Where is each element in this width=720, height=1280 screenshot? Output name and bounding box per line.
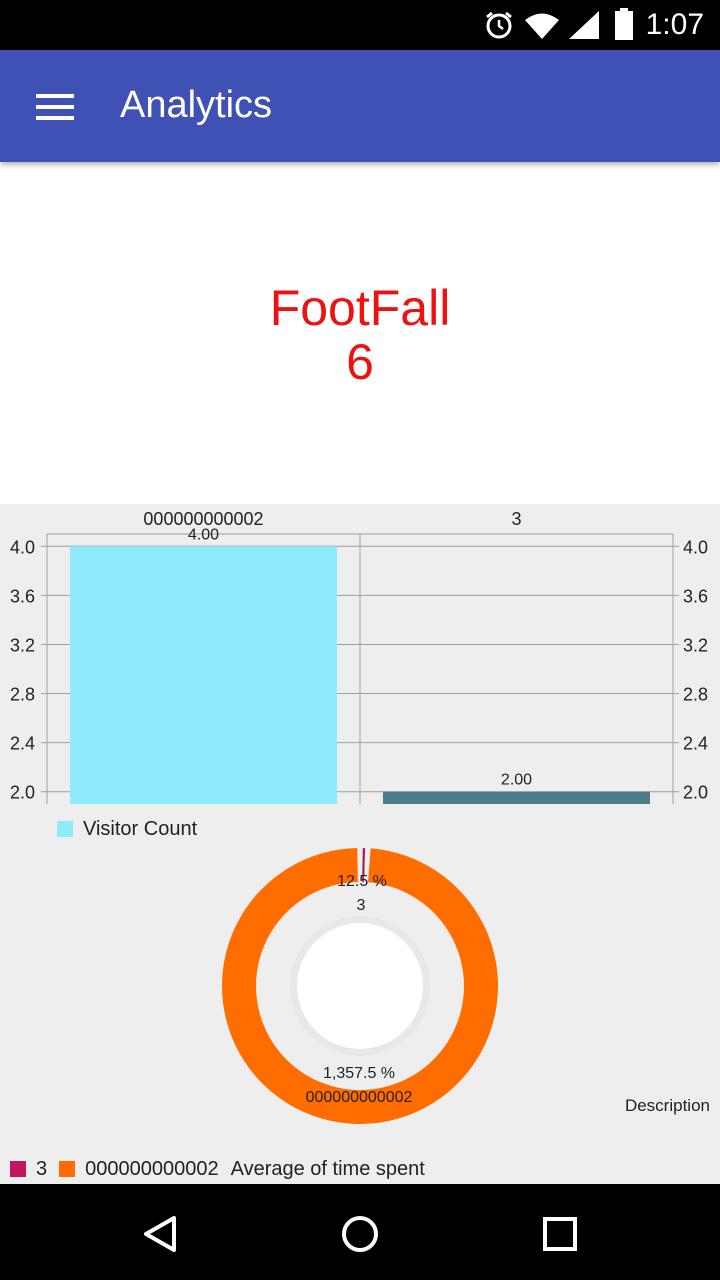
bar-legend-swatch xyxy=(57,821,73,837)
y-tick-label-right: 4.0 xyxy=(683,537,708,557)
home-icon[interactable] xyxy=(340,1214,380,1254)
time-spent-donut-chart[interactable]: 12.5 % 3 1,357.5 % 000000000002 xyxy=(0,834,720,1134)
pie-legend-label-2: 000000000002 xyxy=(85,1158,219,1180)
alarm-icon xyxy=(486,11,512,39)
footfall-panel: FootFall 6 xyxy=(0,162,720,504)
recents-icon[interactable] xyxy=(542,1216,578,1252)
pie-legend-label-1: 3 xyxy=(36,1158,48,1180)
y-tick-label-right: 3.6 xyxy=(683,586,708,606)
bar-value-label: 2.00 xyxy=(501,772,532,789)
bar-legend: Visitor Count xyxy=(57,818,197,841)
pie-legend-swatch-1 xyxy=(10,1161,26,1177)
hamburger-menu-icon[interactable] xyxy=(36,92,76,122)
bar-legend-label: Visitor Count xyxy=(83,818,198,840)
pie-description: Description xyxy=(624,1096,710,1115)
nav-bar xyxy=(0,1184,720,1280)
status-bar: 1:07 xyxy=(0,0,720,50)
slice-name-label-1: 3 xyxy=(357,897,366,914)
pie-legend: 3 000000000002 Average of time spent xyxy=(10,1158,425,1181)
footfall-value: 6 xyxy=(346,334,374,390)
y-tick-label-right: 2.0 xyxy=(683,783,708,803)
page-title: Analytics xyxy=(120,84,273,126)
slice-percent-label-2: 1,357.5 % xyxy=(323,1065,395,1082)
y-tick-label-left: 2.4 xyxy=(10,734,35,754)
y-tick-label-left: 2.0 xyxy=(10,783,35,803)
y-tick-label-left: 3.2 xyxy=(10,635,35,655)
x-category-label: 000000000002 xyxy=(143,509,263,529)
wifi-icon xyxy=(525,13,559,39)
x-category-label: 3 xyxy=(511,509,521,529)
slice-percent-label-1: 12.5 % xyxy=(337,873,387,890)
bar-value-label: 4.00 xyxy=(188,526,219,543)
slice-name-label-2: 000000000002 xyxy=(306,1089,413,1106)
y-tick-label-right: 2.8 xyxy=(683,685,708,705)
battery-icon xyxy=(615,8,633,40)
y-tick-label-right: 3.2 xyxy=(683,635,708,655)
app-bar: Analytics xyxy=(0,50,720,162)
charts-area: 4.0 4.0 3.6 3.6 3.2 3.2 2.8 2.8 2.4 2.4 2.0 2.0 4.00… xyxy=(0,504,720,1184)
back-icon[interactable] xyxy=(140,1214,180,1254)
pie-legend-swatch-2 xyxy=(59,1161,76,1177)
y-tick-label-left: 4.0 xyxy=(10,537,35,557)
signal-icon xyxy=(569,11,599,39)
status-time: 1:07 xyxy=(645,8,704,41)
donut-hole xyxy=(297,923,423,1049)
y-tick-label-left: 3.6 xyxy=(10,586,35,606)
pie-center-text: Average of time spent xyxy=(230,1158,425,1180)
y-tick-label-right: 2.4 xyxy=(683,734,708,754)
visitor-bar-chart[interactable]: 4.0 4.0 3.6 3.6 3.2 3.2 2.8 2.8 2.4 2.4 2.0 2.0 4.00… xyxy=(0,504,720,844)
bar-1[interactable] xyxy=(70,546,337,804)
footfall-label: FootFall xyxy=(269,280,451,336)
bar-2[interactable] xyxy=(383,791,650,804)
y-tick-label-left: 2.8 xyxy=(10,685,35,705)
